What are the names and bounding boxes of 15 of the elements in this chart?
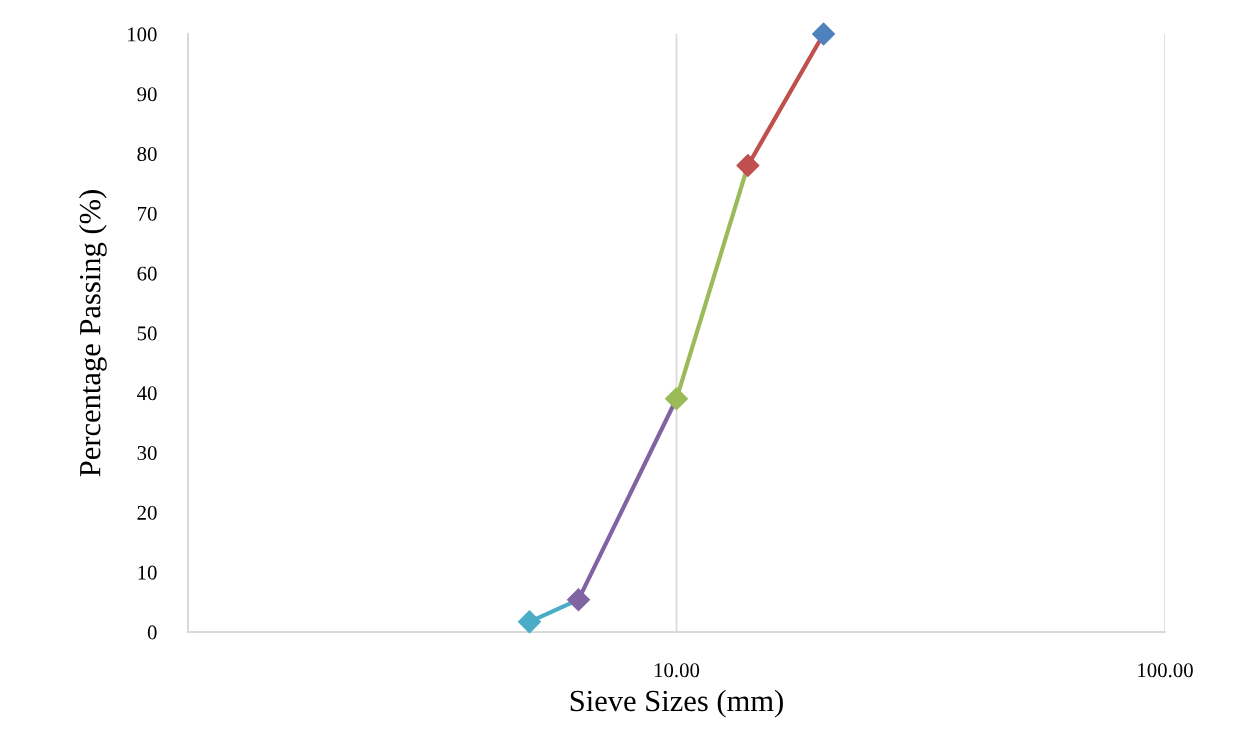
y-axis-title: Percentage Passing (%) [78, 190, 107, 477]
y-tick-label: 60 [137, 266, 157, 281]
x-tick-label: 100.00 [1138, 663, 1193, 678]
x-tick-label: 10.00 [654, 663, 700, 678]
y-tick-label: 80 [137, 146, 157, 162]
y-tick-label: 90 [137, 87, 157, 102]
y-tick-label: 0 [147, 625, 157, 640]
y-tick-label: 50 [137, 326, 157, 341]
y-tick-label: 40 [137, 386, 157, 401]
y-tick-label: 30 [137, 445, 157, 461]
y-tick-label: 20 [137, 505, 157, 520]
x-axis-title: Sieve Sizes (mm) [570, 689, 783, 718]
y-tick-label: 100 [128, 27, 157, 42]
y-tick-label: 70 [137, 206, 157, 221]
y-tick-label: 10 [138, 565, 157, 580]
